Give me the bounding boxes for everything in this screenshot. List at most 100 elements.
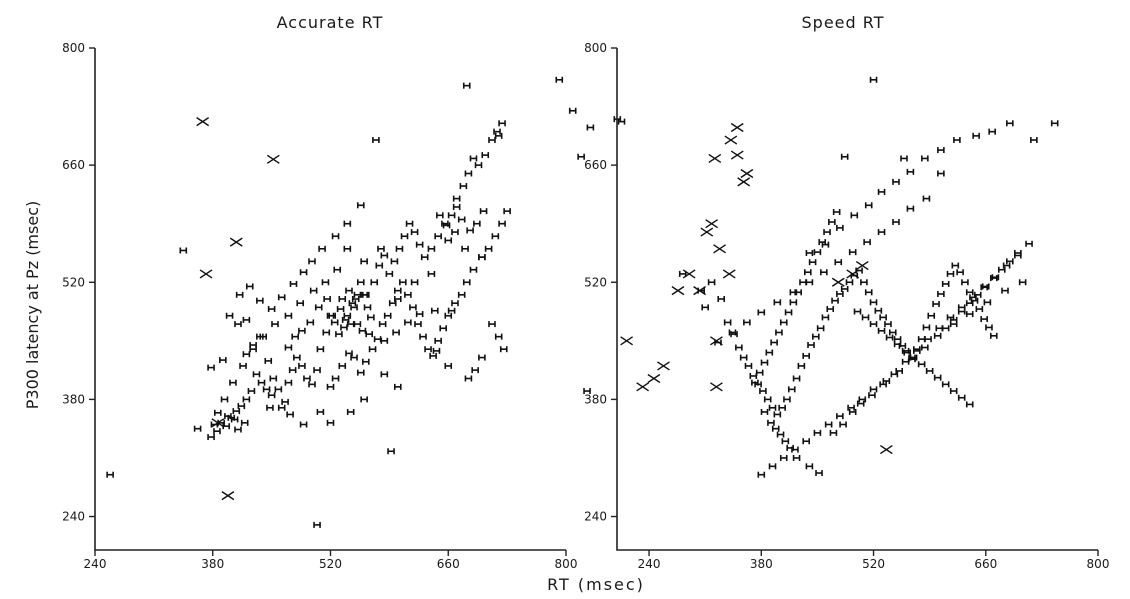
data-point bbox=[360, 258, 368, 265]
x-tick-label: 380 bbox=[201, 557, 224, 571]
data-point bbox=[313, 367, 321, 374]
data-point bbox=[877, 327, 886, 334]
data-point bbox=[348, 300, 357, 307]
data-point bbox=[471, 367, 479, 374]
data-point bbox=[444, 312, 453, 319]
data-point bbox=[707, 279, 716, 286]
data-point bbox=[829, 429, 838, 436]
panel-title: Speed RT bbox=[802, 13, 885, 32]
data-point bbox=[494, 132, 503, 139]
data-point bbox=[380, 252, 389, 259]
data-point bbox=[757, 309, 766, 316]
x-ticks: 240 380 520 660 800 bbox=[638, 550, 1109, 571]
data-point bbox=[479, 208, 488, 215]
data-point bbox=[247, 388, 256, 395]
data-point bbox=[242, 351, 251, 358]
data-point bbox=[269, 375, 278, 382]
data-point bbox=[343, 220, 352, 227]
x-tick-label: 240 bbox=[638, 557, 661, 571]
data-point bbox=[577, 153, 585, 160]
data-point bbox=[462, 82, 471, 89]
data-point bbox=[759, 388, 767, 395]
data-point bbox=[956, 269, 964, 276]
data-point-x bbox=[196, 117, 210, 127]
data-point bbox=[414, 321, 422, 328]
data-point bbox=[802, 438, 810, 445]
data-point bbox=[494, 333, 503, 340]
data-point bbox=[917, 336, 926, 343]
data-point bbox=[757, 471, 766, 478]
data-point bbox=[555, 76, 564, 83]
data-point bbox=[207, 364, 215, 371]
data-point bbox=[363, 304, 372, 311]
accurate-rt-panel: Accurate RT 240 380 520 660 800 240 380 520 660… bbox=[23, 13, 626, 571]
data-point bbox=[765, 349, 774, 356]
data-point bbox=[350, 354, 358, 361]
data-point bbox=[760, 408, 769, 415]
data-point-x bbox=[740, 168, 754, 179]
data-point bbox=[457, 291, 466, 298]
data-point bbox=[434, 233, 442, 240]
data-point bbox=[789, 299, 798, 306]
data-point bbox=[464, 170, 473, 177]
data-point bbox=[240, 419, 249, 426]
data-point bbox=[815, 470, 823, 477]
data-point bbox=[921, 155, 929, 162]
data-point bbox=[951, 262, 960, 269]
data-point bbox=[906, 168, 915, 175]
data-point bbox=[972, 132, 980, 139]
data-point bbox=[340, 324, 348, 331]
data-point bbox=[266, 404, 274, 411]
data-point bbox=[225, 312, 234, 319]
data-point bbox=[965, 289, 974, 296]
data-point bbox=[760, 359, 769, 366]
data-point-x bbox=[710, 336, 723, 346]
data-point bbox=[805, 249, 814, 256]
data-point bbox=[308, 381, 316, 388]
data-point bbox=[296, 300, 305, 307]
data-point bbox=[286, 411, 294, 418]
data-point-x bbox=[730, 122, 744, 133]
data-point bbox=[193, 425, 202, 432]
data-point bbox=[415, 241, 424, 248]
data-point bbox=[390, 258, 399, 265]
data-point bbox=[888, 329, 897, 336]
data-point bbox=[583, 388, 591, 395]
data-point bbox=[885, 334, 894, 341]
data-point bbox=[868, 392, 876, 399]
data-point bbox=[840, 153, 849, 160]
data-point bbox=[306, 319, 315, 326]
data-point bbox=[387, 448, 395, 455]
data-point bbox=[298, 327, 306, 334]
data-point bbox=[345, 350, 353, 357]
data-point-x bbox=[682, 269, 696, 279]
data-point bbox=[395, 245, 404, 252]
data-point bbox=[439, 325, 448, 332]
data-point bbox=[462, 279, 471, 286]
data-point bbox=[264, 357, 273, 364]
data-point bbox=[326, 419, 335, 426]
data-point bbox=[1006, 258, 1014, 265]
data-point bbox=[921, 344, 929, 351]
data-point bbox=[775, 329, 783, 336]
data-point bbox=[941, 381, 950, 388]
data-point bbox=[299, 421, 308, 428]
y-tick-label: 380 bbox=[62, 392, 85, 406]
data-point bbox=[985, 324, 993, 331]
x-tick-label: 520 bbox=[862, 557, 885, 571]
data-point bbox=[457, 216, 466, 223]
data-point bbox=[469, 266, 478, 273]
data-point bbox=[823, 229, 831, 236]
data-point bbox=[901, 347, 910, 354]
data-point bbox=[427, 270, 436, 277]
data-point bbox=[365, 331, 373, 338]
data-point bbox=[768, 404, 777, 411]
data-point bbox=[373, 336, 382, 343]
data-point bbox=[701, 304, 709, 311]
data-point bbox=[284, 379, 293, 386]
data-point bbox=[1030, 137, 1038, 144]
data-point bbox=[333, 266, 342, 273]
data-point bbox=[805, 279, 814, 286]
data-point bbox=[356, 202, 365, 209]
data-point bbox=[372, 137, 380, 144]
